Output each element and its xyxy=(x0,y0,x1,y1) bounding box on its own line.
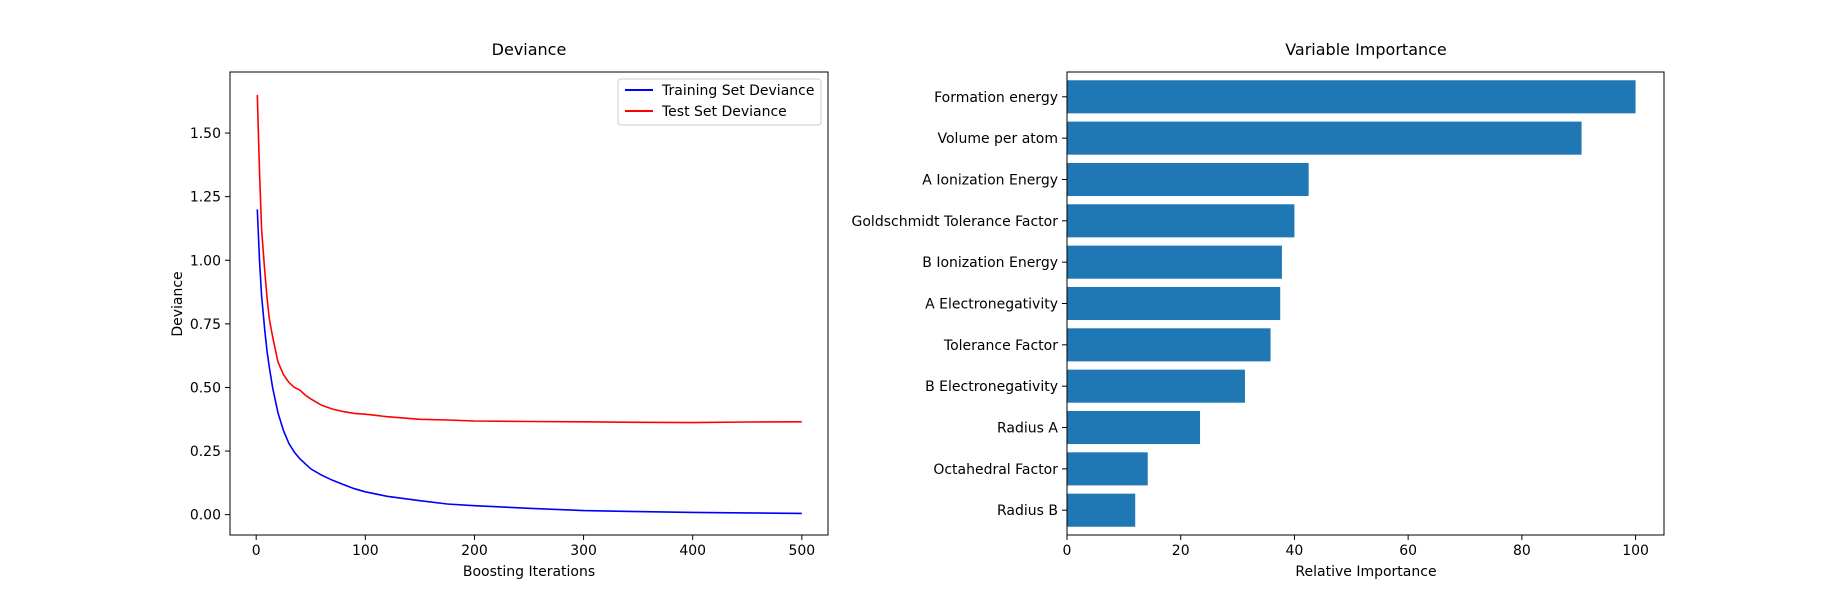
x-tick-label: 0 xyxy=(252,543,261,559)
deviance-series-layer xyxy=(256,94,802,515)
x-tick-label: 500 xyxy=(788,543,815,559)
y-tick-label: 0.50 xyxy=(190,380,221,396)
deviance-legend: Training Set Deviance Test Set Deviance xyxy=(617,78,822,126)
series-line-test xyxy=(256,94,802,424)
category-label: A Ionization Energy xyxy=(922,172,1058,188)
legend-box xyxy=(617,78,822,126)
y-tick-label: 1.50 xyxy=(190,126,221,142)
y-tick-label: 1.00 xyxy=(190,253,221,269)
deviance-y-axis: 0.00 0.25 0.50 0.75 1.00 1.25 1.50 xyxy=(190,126,230,524)
importance-bars-layer xyxy=(1067,80,1636,527)
deviance-plot-frame xyxy=(229,71,829,536)
importance-title: Variable Importance xyxy=(1285,40,1447,59)
y-tick-label: 0.75 xyxy=(190,317,221,333)
x-tick-label: 40 xyxy=(1286,543,1304,559)
importance-y-axis: Formation energy Volume per atom A Ionizat… xyxy=(852,90,1067,519)
deviance-y-axis-label: Deviance xyxy=(170,271,186,336)
y-tick-label: 0.25 xyxy=(190,444,221,460)
x-tick-label: 80 xyxy=(1513,543,1531,559)
category-label: B Ionization Energy xyxy=(922,255,1058,271)
category-label: Radius A xyxy=(997,421,1058,437)
x-tick-label: 400 xyxy=(679,543,706,559)
category-label: Goldschmidt Tolerance Factor xyxy=(852,214,1059,230)
deviance-x-axis: 0 100 200 300 400 500 xyxy=(252,535,815,559)
x-tick-label: 200 xyxy=(461,543,488,559)
bar-b-electronegativity xyxy=(1067,369,1245,403)
importance-chart: Variable Importance 0 20 40 60 80 100 Formati… xyxy=(852,40,1665,580)
category-label: Radius B xyxy=(997,503,1058,519)
legend-label-training: Training Set Deviance xyxy=(661,83,814,99)
category-label: A Electronegativity xyxy=(925,297,1058,313)
y-tick-label: 1.25 xyxy=(190,190,221,206)
bar-a-ionization-energy xyxy=(1067,162,1309,197)
deviance-x-axis-label: Boosting Iterations xyxy=(463,564,595,580)
category-label: B Electronegativity xyxy=(925,379,1058,395)
category-label: Formation energy xyxy=(934,90,1058,106)
category-label: Tolerance Factor xyxy=(943,338,1058,354)
x-tick-label: 300 xyxy=(570,543,597,559)
series-line-training xyxy=(256,209,802,515)
bar-b-ionization-energy xyxy=(1067,245,1282,279)
bar-tolerance-factor xyxy=(1067,328,1271,362)
category-label: Octahedral Factor xyxy=(933,462,1058,478)
category-label: Volume per atom xyxy=(938,131,1059,147)
x-tick-label: 20 xyxy=(1172,543,1190,559)
bar-volume-per-atom xyxy=(1067,121,1582,155)
importance-x-axis-label: Relative Importance xyxy=(1295,564,1436,580)
x-tick-label: 0 xyxy=(1063,543,1072,559)
x-tick-label: 60 xyxy=(1399,543,1417,559)
importance-x-axis: 0 20 40 60 80 100 xyxy=(1063,535,1649,559)
bar-radius-b xyxy=(1067,493,1136,527)
deviance-title: Deviance xyxy=(492,40,567,59)
bar-formation-energy xyxy=(1067,80,1636,114)
bar-octahedral-factor xyxy=(1067,452,1148,486)
bar-goldschmidt-tolerance-factor xyxy=(1067,204,1295,238)
y-tick-label: 0.00 xyxy=(190,508,221,524)
x-tick-label: 100 xyxy=(1622,543,1649,559)
x-tick-label: 100 xyxy=(352,543,379,559)
bar-radius-a xyxy=(1067,410,1201,445)
deviance-chart: Deviance 0 100 200 300 400 500 0.000.250.500.… xyxy=(170,40,829,580)
bar-a-electronegativity xyxy=(1067,286,1281,321)
legend-label-test: Test Set Deviance xyxy=(661,104,787,120)
